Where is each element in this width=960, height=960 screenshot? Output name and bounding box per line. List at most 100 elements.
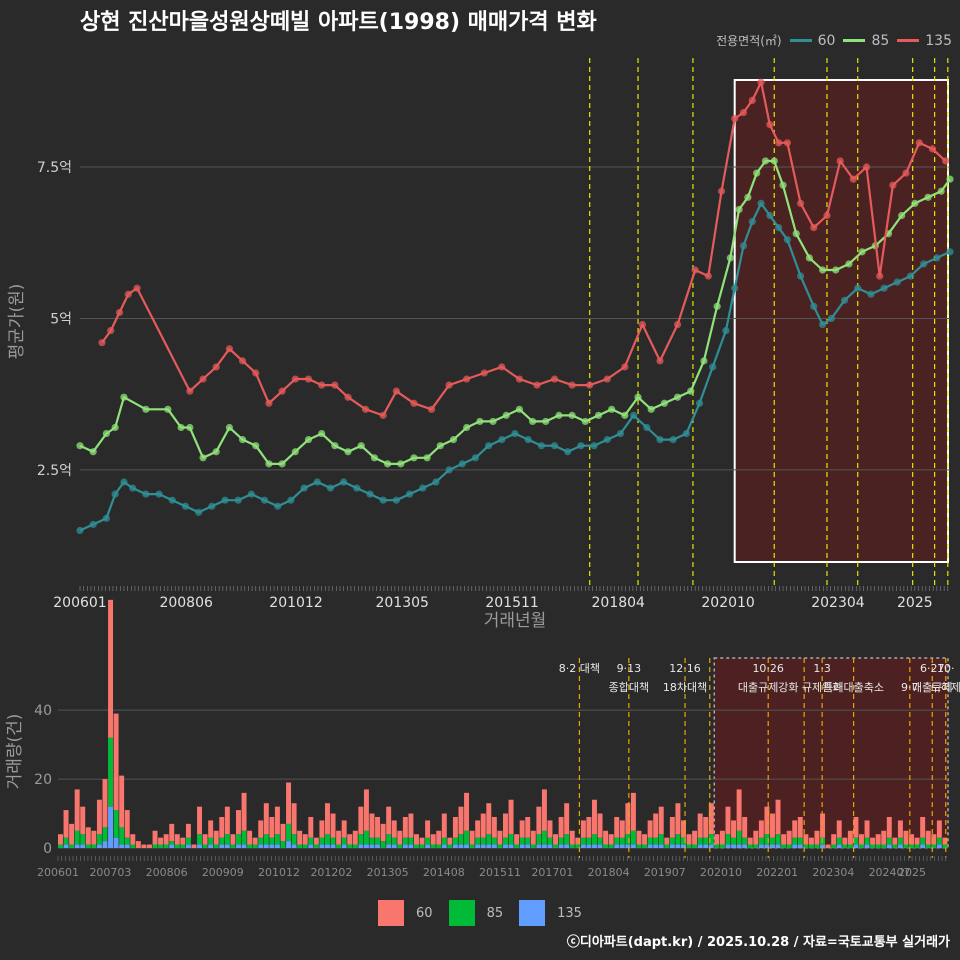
bar-segment-60 xyxy=(135,841,141,848)
policy-label: 규제완화 xyxy=(802,681,842,694)
bar-segment-135 xyxy=(74,844,80,848)
bar-segment-85 xyxy=(770,837,775,845)
data-point-85 xyxy=(726,254,734,262)
bar-legend-label-60: 60 xyxy=(416,905,433,921)
bar-segment-85 xyxy=(653,837,659,845)
bar-segment-85 xyxy=(152,844,158,848)
data-point-60 xyxy=(630,411,638,419)
data-point-85 xyxy=(858,248,866,256)
bar-x-tick-label: 202010 xyxy=(700,866,742,879)
bar-segment-135 xyxy=(475,844,481,848)
data-point-60 xyxy=(695,399,704,407)
bar-segment-60 xyxy=(452,816,458,838)
policy-label: 10·26 xyxy=(752,662,784,675)
bar-segment-60 xyxy=(119,775,125,828)
bar-segment-60 xyxy=(486,803,492,835)
data-point-85 xyxy=(673,393,682,401)
bar-segment-60 xyxy=(786,830,792,845)
bar-segment-135 xyxy=(124,844,130,848)
data-point-60 xyxy=(564,448,572,456)
bar-segment-85 xyxy=(330,837,336,845)
bar-segment-135 xyxy=(681,844,686,848)
bar-segment-85 xyxy=(920,837,926,845)
bar-segment-60 xyxy=(575,837,581,845)
data-point-60 xyxy=(643,423,651,432)
bar-segment-60 xyxy=(391,820,397,838)
y-tick-label: 5억 xyxy=(50,311,72,327)
data-point-85 xyxy=(621,411,629,419)
bar-segment-60 xyxy=(163,834,169,845)
data-point-85 xyxy=(687,387,695,395)
bar-segment-85 xyxy=(914,844,920,848)
policy-label: 대출규제강화 xyxy=(738,681,799,694)
bar-segment-85 xyxy=(258,837,264,845)
data-point-60 xyxy=(797,272,805,280)
bar-segment-135 xyxy=(547,844,553,848)
data-point-60 xyxy=(906,272,915,280)
data-point-60 xyxy=(300,484,308,492)
data-point-135 xyxy=(766,121,774,129)
bar-segment-85 xyxy=(475,837,481,845)
data-point-135 xyxy=(889,181,897,189)
bar-segment-85 xyxy=(503,837,508,845)
bar-segment-60 xyxy=(291,803,297,835)
bar-segment-60 xyxy=(564,803,570,835)
bar-segment-60 xyxy=(541,789,547,831)
bar-legend-swatch-135 xyxy=(519,900,546,926)
policy-label: 18차대책 xyxy=(663,681,707,694)
bar-segment-135 xyxy=(286,841,292,848)
bar-x-tick-label: 201408 xyxy=(423,866,465,879)
bar-segment-60 xyxy=(336,830,342,845)
data-point-85 xyxy=(647,405,655,413)
data-point-60 xyxy=(419,484,427,492)
bar-segment-135 xyxy=(386,844,392,848)
data-point-135 xyxy=(704,272,712,280)
bar-segment-85 xyxy=(119,827,125,845)
data-point-60 xyxy=(590,442,598,450)
policy-label: 토허제 xyxy=(931,681,960,694)
bar-segment-85 xyxy=(380,841,386,848)
bar-x-tick-label: 201701 xyxy=(531,866,573,879)
bar-segment-85 xyxy=(870,844,876,848)
bar-segment-135 xyxy=(197,844,203,848)
bar-segment-85 xyxy=(297,844,303,848)
bar-segment-135 xyxy=(102,841,108,848)
data-point-135 xyxy=(810,224,818,232)
bar-segment-85 xyxy=(942,844,948,848)
bar-segment-135 xyxy=(358,844,364,848)
bar-segment-135 xyxy=(491,844,497,848)
data-point-85 xyxy=(344,448,352,456)
bar-segment-135 xyxy=(441,844,447,848)
data-point-135 xyxy=(731,114,739,123)
bar-segment-85 xyxy=(558,837,564,845)
data-point-85 xyxy=(120,393,128,401)
data-point-135 xyxy=(717,187,726,195)
bar-segment-85 xyxy=(441,837,447,845)
bar-segment-60 xyxy=(592,799,597,835)
bar-segment-135 xyxy=(325,844,330,848)
bar-segment-60 xyxy=(642,834,648,845)
bar-x-tick-label: 200909 xyxy=(202,866,244,879)
bar-segment-135 xyxy=(486,844,492,848)
bar-segment-60 xyxy=(130,834,136,845)
bar-segment-135 xyxy=(369,844,375,848)
bar-segment-85 xyxy=(91,844,97,848)
bar-segment-60 xyxy=(647,820,653,838)
bar-segment-85 xyxy=(219,837,225,845)
data-point-60 xyxy=(840,296,849,304)
bar-segment-85 xyxy=(758,837,764,845)
bar-segment-60 xyxy=(553,834,559,845)
data-point-85 xyxy=(568,411,576,419)
data-point-60 xyxy=(577,442,585,450)
bar-segment-135 xyxy=(770,844,775,848)
bar-segment-85 xyxy=(447,844,453,848)
bar-segment-85 xyxy=(886,837,892,845)
bar-segment-60 xyxy=(942,837,948,845)
bar-segment-85 xyxy=(647,837,653,845)
bar-segment-135 xyxy=(658,844,664,848)
bar-segment-85 xyxy=(564,834,570,845)
policy-label: 9·7 xyxy=(901,681,919,694)
data-point-85 xyxy=(735,205,743,214)
data-point-135 xyxy=(902,169,910,177)
bar-segment-135 xyxy=(169,844,175,848)
